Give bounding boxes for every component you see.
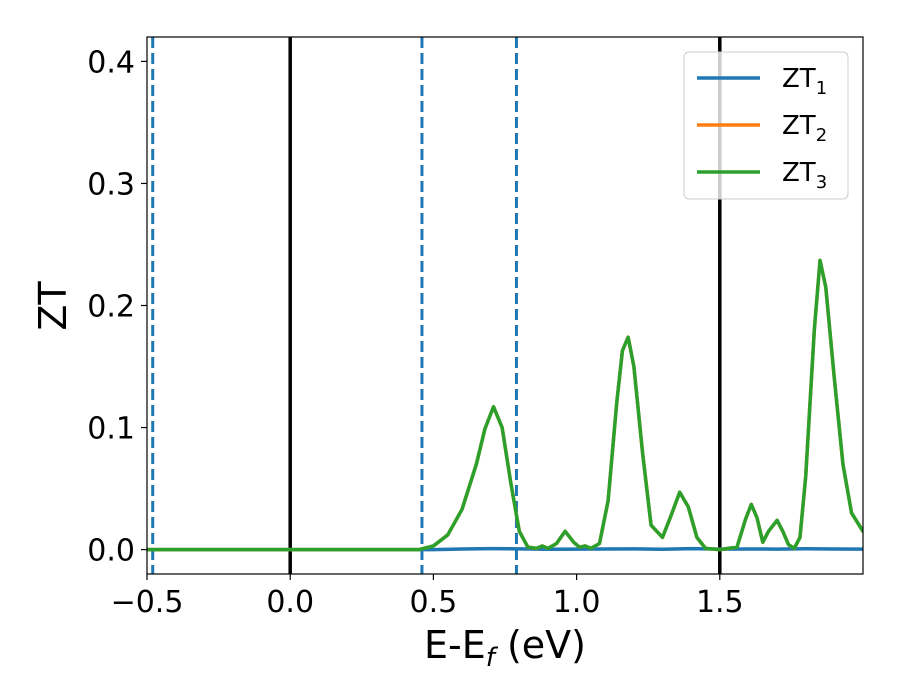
y-tick-label-0: 0.0 <box>87 534 135 569</box>
legend-label-zt1: ZT1 <box>782 64 827 99</box>
series-line-zt3 <box>147 258 863 552</box>
x-axis-label: E-Ef (eV) <box>424 623 586 673</box>
series-layer <box>147 258 863 552</box>
y-tick-label-2: 0.2 <box>87 290 135 325</box>
x-axis: −0.5 0.0 0.5 1.0 1.5 <box>111 574 744 620</box>
y-tick-label-1: 0.1 <box>87 412 135 447</box>
legend: ZT1 ZT2 ZT3 <box>683 51 849 200</box>
y-axis: 0.0 0.1 0.2 0.3 0.4 <box>87 45 147 569</box>
x-tick-label-4: 1.5 <box>696 585 744 620</box>
reference-lines <box>151 37 722 574</box>
series-line-zt2 <box>147 258 863 552</box>
y-tick-label-3: 0.3 <box>87 167 135 202</box>
x-tick-label-0: −0.5 <box>111 585 184 620</box>
legend-box <box>683 51 849 200</box>
x-tick-label-2: 0.5 <box>410 585 458 620</box>
x-tick-label-1: 0.0 <box>266 585 314 620</box>
y-tick-label-4: 0.4 <box>87 45 135 80</box>
legend-label-zt3: ZT3 <box>782 158 827 193</box>
x-axis-label-unit: (eV) <box>495 623 586 667</box>
x-tick-label-3: 1.0 <box>553 585 601 620</box>
y-axis-label: ZT <box>31 281 75 331</box>
series-line-zt1 <box>147 546 863 552</box>
legend-label-zt2: ZT2 <box>782 111 827 146</box>
